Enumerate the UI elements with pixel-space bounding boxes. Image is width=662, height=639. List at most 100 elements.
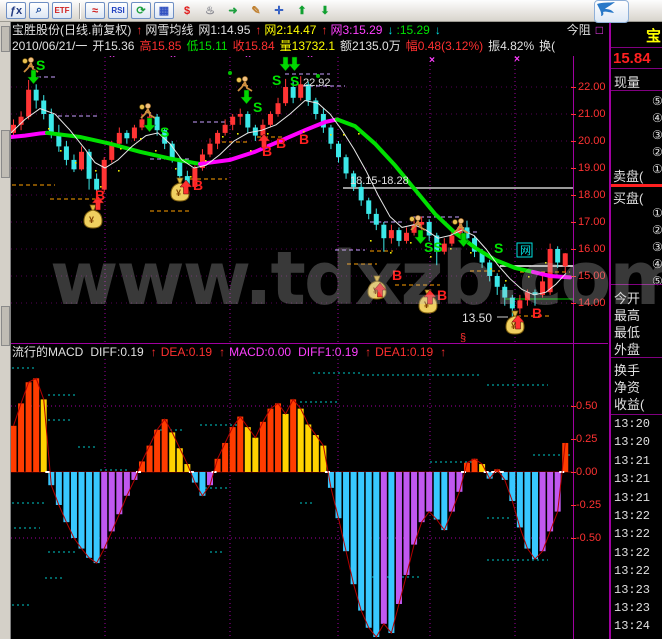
candle <box>116 127 122 147</box>
candle <box>71 154 77 173</box>
pipe-icon[interactable]: ♨ <box>205 5 215 17</box>
thick-ma-line <box>45 130 202 166</box>
macd-bar <box>433 472 440 520</box>
candle <box>79 146 85 171</box>
price-axis-label: 19.00 <box>578 162 606 174</box>
macd-axis-tick <box>571 439 576 440</box>
sell-arrow-icon <box>278 56 293 72</box>
tick-time: 13:20 <box>614 417 651 431</box>
tick-time: 13:22 <box>614 509 651 523</box>
buy-arrow-icon <box>91 195 105 211</box>
candle <box>237 108 243 125</box>
sell-letter: S <box>290 73 299 89</box>
macd-header-token: ↑ <box>365 344 372 359</box>
price-axis-tick <box>571 87 576 88</box>
macd-bar <box>547 472 554 532</box>
macd-header-token: DIFF1:0.19 <box>298 344 359 359</box>
grid-icon[interactable]: ▦ <box>154 2 174 19</box>
buy-arrow-icon <box>423 289 437 305</box>
candlestick-series[interactable] <box>11 76 568 321</box>
logo-button[interactable] <box>594 0 629 23</box>
header1-token: ↑ <box>321 23 328 37</box>
runner-sell-icon <box>452 218 469 234</box>
candle <box>222 119 228 136</box>
macd-bar <box>501 472 508 480</box>
macd-bar <box>10 425 17 472</box>
mid-red-line <box>611 184 662 187</box>
candle <box>124 130 130 144</box>
buy-letter: B <box>392 267 402 283</box>
info-label: 外盘 <box>614 342 641 357</box>
macd-bar <box>86 472 93 558</box>
macd-histogram[interactable] <box>10 377 569 638</box>
candle <box>252 124 258 141</box>
tick-time: 13:20 <box>614 435 651 450</box>
candle <box>33 84 39 109</box>
price-axis-label: 21.00 <box>578 108 606 120</box>
up-arrow-icon[interactable]: ⬆ <box>297 5 307 17</box>
price-axis-tick <box>571 168 576 169</box>
sell-queue-level: ② <box>652 145 662 159</box>
formula-icon[interactable]: ƒx <box>6 2 26 19</box>
svg-text:22.92: 22.92 <box>303 77 331 89</box>
price-axis-label: 14.00 <box>578 297 606 309</box>
stock-name-short: 宝 <box>646 28 662 45</box>
move-icon[interactable]: ✛ <box>274 5 284 17</box>
wave-icon[interactable]: ≈ <box>85 2 105 19</box>
money-bag-buy-icon: ¥ <box>83 204 103 229</box>
info-label: 收益( <box>614 397 645 412</box>
svg-text:¥: ¥ <box>89 215 94 225</box>
svg-text:¥: ¥ <box>511 321 516 331</box>
sell-letter: S <box>272 72 281 88</box>
etf-icon[interactable]: ETF <box>52 2 72 19</box>
candle <box>290 81 296 104</box>
svg-text:¥: ¥ <box>424 300 429 310</box>
candle <box>434 232 440 266</box>
macd-bar <box>320 445 327 472</box>
rsi-icon[interactable]: RSI <box>108 2 128 19</box>
refresh-icon[interactable]: ⟳ <box>131 2 151 19</box>
macd-axis-tick <box>571 472 576 473</box>
zoom-icon[interactable]: ⌕ <box>29 2 49 19</box>
buy-letter: B <box>299 131 309 147</box>
candle <box>18 111 24 131</box>
down-arrow-icon[interactable]: ⬇ <box>320 5 330 17</box>
buy-label: 买盘( <box>613 191 644 206</box>
buy-arrow-icon <box>257 133 271 149</box>
macd-bar <box>539 472 546 552</box>
price-axis-label: 22.00 <box>578 81 606 93</box>
sell-queue-level: ③ <box>652 128 662 142</box>
pencil-icon[interactable]: ✎ <box>251 5 261 17</box>
svg-text:18.15-18.28: 18.15-18.28 <box>350 175 409 187</box>
buy-letter: B <box>193 177 203 193</box>
header1-token: ↓ <box>434 23 441 37</box>
macd-bar <box>199 472 206 496</box>
macd-header: 流行的MACD DIFF:0.19 ↑ DEA:0.19 ↑ MACD:0.00 DIFF1… <box>12 344 572 360</box>
candle <box>547 243 553 295</box>
tick-time: 13:22 <box>614 564 651 579</box>
macd-header-token: DEA1:0.19 <box>375 344 434 359</box>
candle <box>335 141 341 163</box>
edge-box <box>1 26 10 52</box>
macd-bar <box>275 403 282 472</box>
candle <box>388 224 394 244</box>
money-icon[interactable]: $ <box>183 4 191 17</box>
candle <box>283 78 289 106</box>
macd-bar <box>418 472 425 523</box>
header1-token: □ <box>595 23 603 37</box>
macd-bar <box>146 445 153 472</box>
macd-bar <box>93 472 100 564</box>
macd-bar <box>343 472 350 552</box>
last-price: 15.84 <box>613 50 651 67</box>
macd-bar <box>267 408 274 472</box>
sell-queue-level: ④ <box>652 111 662 125</box>
export-icon[interactable]: ➜ <box>228 5 238 17</box>
header2-token: 低15.11 <box>186 39 228 53</box>
macd-bar <box>169 432 176 472</box>
macd-bar <box>463 462 470 472</box>
money-bag-buy-icon: ¥ <box>505 310 525 335</box>
macd-bar <box>214 458 221 472</box>
